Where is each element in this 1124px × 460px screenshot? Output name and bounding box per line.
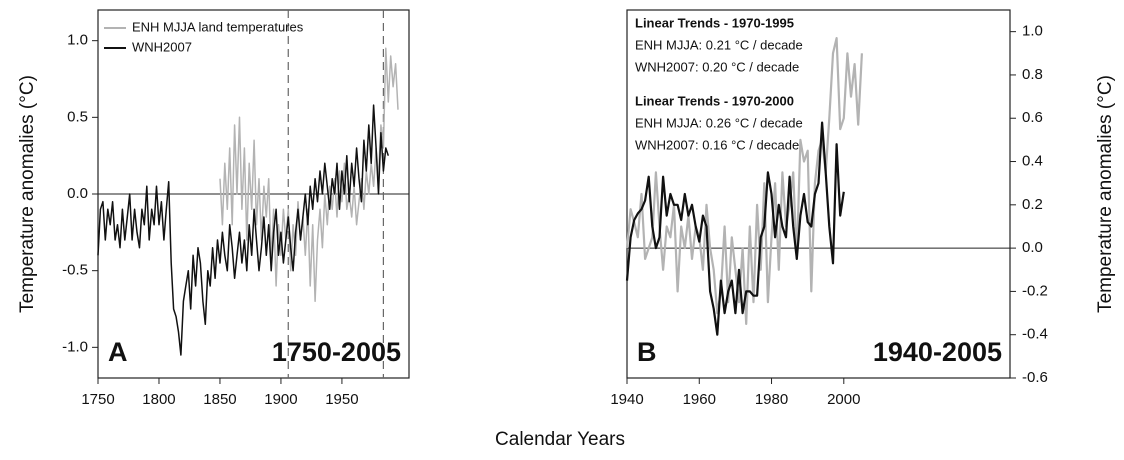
annotation: ENH MJJA: 0.26 °C / decade [635, 115, 803, 130]
x-tick-label: 2000 [827, 391, 860, 408]
period-label: 1940-2005 [873, 337, 1002, 367]
x-tick-label: 1950 [325, 391, 358, 408]
legend-label: WNH2007 [132, 39, 192, 54]
plot-frame [626, 9, 1011, 379]
y-tick-label: -0.2 [1022, 282, 1048, 299]
x-tick-label: 1800 [142, 391, 175, 408]
x-tick-label: 1940 [610, 391, 643, 408]
y-tick-label: 0.0 [1022, 239, 1043, 256]
annotation: Linear Trends - 1970-1995 [635, 15, 794, 30]
annotation: WNH2007: 0.20 °C / decade [635, 59, 799, 74]
x-tick-label: 1850 [203, 391, 236, 408]
y-tick-label: 0.8 [1022, 66, 1043, 83]
y-tick-label: -0.5 [62, 262, 88, 279]
y-tick-label: 0.5 [67, 108, 88, 125]
y-tick-label: 1.0 [1022, 23, 1043, 40]
y-tick-label: 0.6 [1022, 109, 1043, 126]
y-tick-label: 0.2 [1022, 196, 1043, 213]
annotation: ENH MJJA: 0.21 °C / decade [635, 37, 803, 52]
x-tick-label: 1750 [81, 391, 114, 408]
y-tick-label: 0.0 [67, 185, 88, 202]
y-tick-label: -0.4 [1022, 326, 1048, 343]
x-tick-label: 1980 [755, 391, 788, 408]
y-axis-title: Temperature anomalies (°C) [17, 75, 38, 313]
series-line [97, 104, 390, 356]
panel-label: A [108, 337, 128, 367]
series-line [625, 121, 845, 336]
x-axis-title: Calendar Years [495, 429, 625, 450]
y-tick-label: 0.4 [1022, 152, 1043, 169]
series-line [219, 47, 399, 303]
legend-label: ENH MJJA land temperatures [132, 19, 304, 34]
annotation: Linear Trends - 1970-2000 [635, 93, 794, 108]
y-tick-label: -1.0 [62, 338, 88, 355]
annotation: WNH2007: 0.16 °C / decade [635, 137, 799, 152]
panel-label: B [637, 337, 657, 367]
x-tick-label: 1960 [683, 391, 716, 408]
period-label: 1750-2005 [272, 337, 401, 367]
y-axis-title: Temperature anomalies (°C) [1095, 75, 1116, 313]
x-tick-label: 1900 [264, 391, 297, 408]
y-tick-label: 1.0 [67, 32, 88, 49]
y-tick-label: -0.6 [1022, 369, 1048, 386]
